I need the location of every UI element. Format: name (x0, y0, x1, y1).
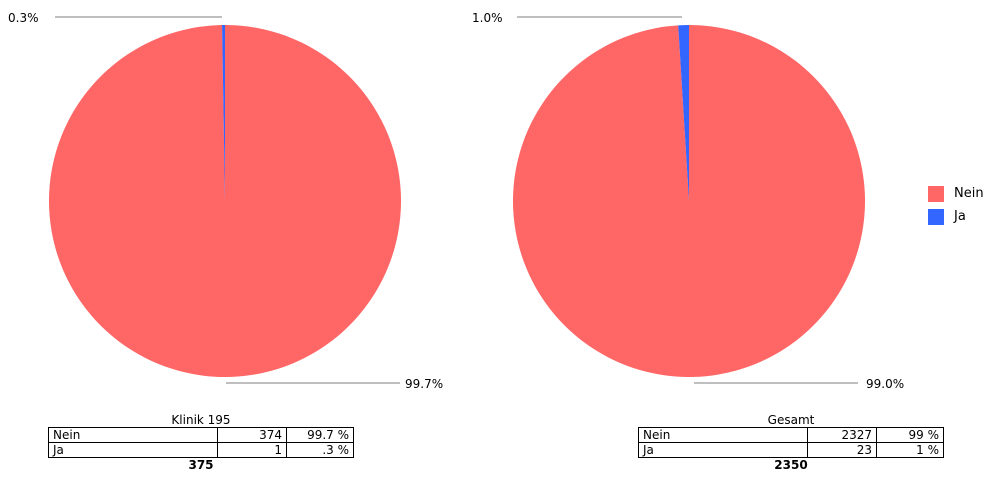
row-percent: 99 % (876, 427, 944, 443)
gesamt-label-large: 99.0% (866, 377, 904, 391)
klinik-table-title: Klinik 195 (171, 413, 231, 427)
row-count: 2327 (807, 427, 877, 443)
pie-charts: 0.3% 99.7% 1.0% 99.0% (8, 11, 904, 391)
gesamt-slice-ja (678, 25, 689, 201)
legend-swatch-ja (928, 208, 944, 225)
legend-item-ja: Ja (928, 205, 984, 228)
row-percent: 99.7 % (286, 427, 354, 443)
legend: Nein Ja (928, 182, 984, 228)
klinik-slice-nein (49, 25, 401, 377)
klinik-label-large: 99.7% (405, 377, 443, 391)
klinik-table-block: Klinik 195 Nein 374 99.7 % Ja 1 .3 % 375 (48, 413, 354, 473)
gesamt-total: 2350 (774, 458, 808, 472)
gesamt-table-title: Gesamt (767, 413, 815, 427)
row-count: 23 (807, 442, 877, 458)
table-row: Ja 23 1 % (638, 442, 944, 458)
row-percent: .3 % (286, 442, 354, 458)
gesamt-table: Nein 2327 99 % Ja 23 1 % (638, 427, 944, 458)
table-row: Nein 374 99.7 % (48, 427, 354, 443)
row-percent: 1 % (876, 442, 944, 458)
legend-swatch-nein (928, 185, 944, 202)
row-count: 1 (217, 442, 287, 458)
klinik-table: Nein 374 99.7 % Ja 1 .3 % (48, 427, 354, 458)
legend-label-ja: Ja (954, 209, 966, 224)
gesamt-label-small: 1.0% (472, 11, 503, 25)
klinik-label-small: 0.3% (8, 11, 39, 25)
gesamt-table-block: Gesamt Nein 2327 99 % Ja 23 1 % 2350 (638, 413, 944, 473)
legend-item-nein: Nein (928, 182, 984, 205)
row-label: Ja (638, 442, 808, 458)
row-label: Ja (48, 442, 218, 458)
table-row: Ja 1 .3 % (48, 442, 354, 458)
legend-label-nein: Nein (954, 186, 984, 201)
table-row: Nein 2327 99 % (638, 427, 944, 443)
gesamt-slice-nein (513, 25, 866, 377)
klinik-total: 375 (188, 458, 214, 472)
row-count: 374 (217, 427, 287, 443)
row-label: Nein (48, 427, 218, 443)
row-label: Nein (638, 427, 808, 443)
klinik-slice-ja (222, 25, 225, 201)
